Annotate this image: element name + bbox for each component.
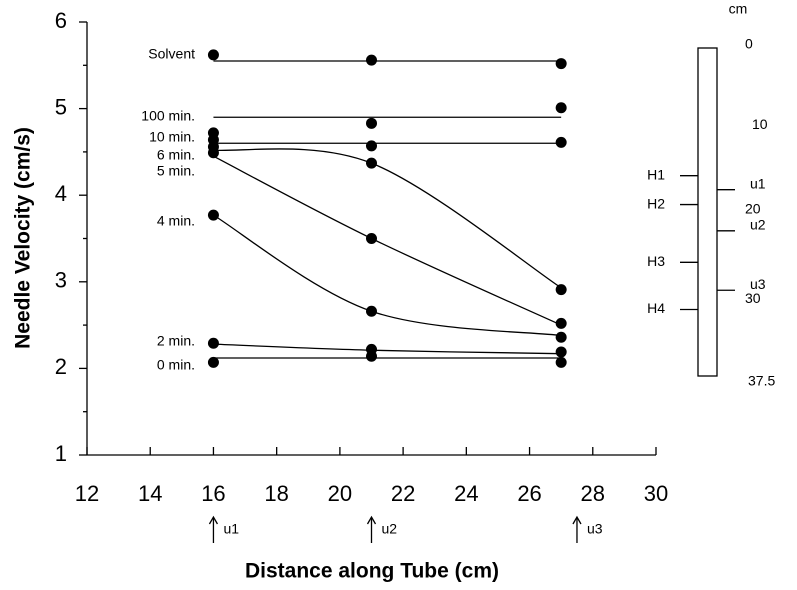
y-tick-label: 6: [55, 8, 67, 33]
data-point: [555, 317, 567, 329]
series-label: 4 min.: [157, 213, 195, 229]
y-axis-label: Needle Velocity (cm/s): [12, 127, 35, 349]
x-tick-label: 28: [581, 481, 605, 506]
data-point: [207, 356, 219, 368]
marker-arrow-head: [208, 515, 219, 525]
series-label: 6 min.: [157, 147, 195, 163]
series-label: 100 min.: [141, 108, 195, 124]
x-axis-label: Distance along Tube (cm): [245, 560, 499, 583]
marker-arrow-head: [366, 515, 377, 525]
series-label: 0 min.: [157, 357, 195, 373]
y-tick-label: 5: [55, 94, 67, 119]
data-point: [555, 356, 567, 368]
data-point: [366, 140, 377, 152]
data-point: [555, 331, 567, 343]
x-tick-label: 20: [328, 481, 352, 506]
data-point: [207, 209, 219, 221]
y-tick-label: 2: [55, 354, 67, 379]
data-point: [555, 136, 567, 148]
data-point: [207, 147, 219, 159]
x-tick-label: 26: [517, 481, 541, 506]
data-point: [555, 58, 567, 70]
x-tick-label: 24: [454, 481, 478, 506]
data-point: [207, 337, 219, 349]
data-point: [366, 233, 377, 244]
sensor-label: H1: [647, 166, 665, 182]
data-point: [366, 54, 377, 66]
sensor-label: H4: [647, 300, 665, 316]
sensor-label: H3: [647, 253, 665, 269]
tube-tick-label: 30: [745, 290, 761, 306]
series-label: Solvent: [148, 46, 195, 62]
sensor-label: H2: [647, 195, 665, 211]
data-point: [366, 157, 377, 169]
y-tick-label: 3: [55, 268, 67, 293]
x-tick-label: 18: [264, 481, 288, 506]
y-tick-label: 1: [55, 441, 67, 466]
x-tick-label: 22: [391, 481, 415, 506]
fit-line: [213, 148, 562, 289]
fit-line: [213, 343, 562, 355]
port-label: u1: [750, 175, 766, 191]
tube-tick-label: 0: [745, 36, 753, 52]
marker-label: u1: [223, 521, 239, 537]
data-point: [207, 49, 219, 61]
marker-label: u3: [587, 521, 603, 537]
data-point: [366, 350, 377, 362]
x-tick-label: 16: [201, 481, 225, 506]
tube: [697, 47, 718, 377]
x-tick-label: 14: [138, 481, 162, 506]
data-point: [555, 102, 567, 114]
data-point: [366, 305, 377, 317]
fit-line: [213, 155, 562, 326]
tube-tick-label: 20: [745, 201, 761, 217]
x-tick-label: 12: [75, 481, 99, 506]
series-label: 5 min.: [157, 163, 195, 179]
y-tick-label: 4: [55, 181, 67, 206]
fit-line: [213, 214, 562, 337]
tube-tick-label: 10: [752, 116, 768, 132]
marker-label: u2: [382, 521, 398, 537]
data-point: [366, 117, 377, 129]
port-label: u2: [750, 217, 766, 233]
port-label: u3: [750, 276, 766, 292]
x-tick-label: 30: [644, 481, 668, 506]
tube-tick-label: 37.5: [748, 373, 775, 389]
series-label: 10 min.: [149, 129, 195, 145]
series-label: 2 min.: [157, 333, 195, 349]
marker-arrow-head: [572, 515, 582, 525]
tube-unit: cm: [729, 1, 748, 17]
data-point: [555, 346, 567, 358]
data-point: [555, 284, 567, 296]
